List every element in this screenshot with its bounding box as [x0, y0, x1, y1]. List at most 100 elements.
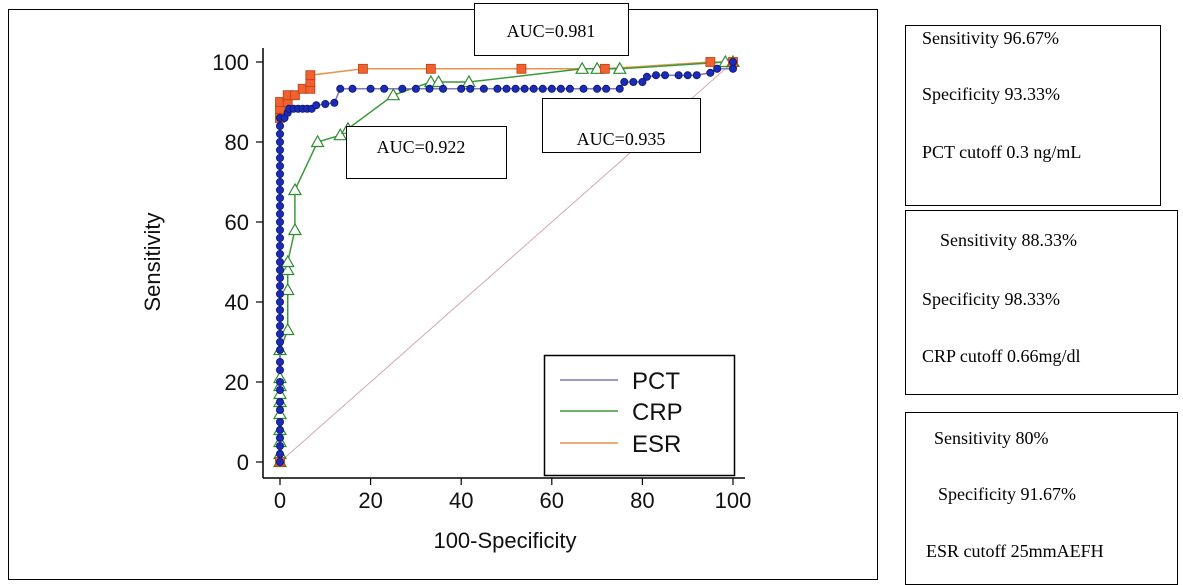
data-point-pct — [651, 71, 660, 80]
data-point-pct — [275, 457, 284, 466]
data-point-pct — [275, 313, 284, 322]
data-point-pct — [275, 129, 284, 138]
data-point-pct — [275, 433, 284, 442]
side-panel-pct: Sensitivity 96.67% Specificity 93.33% PC… — [905, 25, 1161, 206]
data-point-pct — [275, 177, 284, 186]
data-point-esr — [599, 63, 610, 74]
data-point-pct — [425, 84, 434, 93]
data-point-pct — [380, 84, 389, 93]
pct-specificity: Specificity 93.33% — [922, 84, 1060, 104]
data-point-pct — [706, 68, 715, 77]
data-point-pct — [502, 84, 511, 93]
data-point-pct — [493, 84, 502, 93]
x-tick-label: 60 — [540, 488, 564, 513]
data-point-pct — [457, 84, 466, 93]
data-point-pct — [275, 185, 284, 194]
data-point-crp — [575, 61, 590, 74]
data-point-crp — [280, 254, 295, 268]
side-panel-crp: Sensitivity 88.33% Specificity 98.33% CR… — [905, 210, 1178, 395]
legend-label-esr: ESR — [632, 431, 681, 458]
data-point-pct — [275, 225, 284, 234]
auc-box-pct — [474, 3, 629, 56]
y-tick-label: 100 — [212, 50, 249, 75]
data-point-pct — [638, 78, 647, 87]
data-point-pct — [275, 321, 284, 330]
data-point-pct — [556, 84, 565, 93]
data-point-esr — [357, 63, 368, 74]
data-point-pct — [275, 449, 284, 458]
series-markers — [272, 54, 741, 468]
data-point-pct — [674, 71, 683, 80]
data-point-pct — [275, 365, 284, 374]
auc-box-esr — [542, 98, 701, 153]
legend-box — [543, 354, 736, 477]
data-point-pct — [602, 84, 611, 93]
data-point-pct — [336, 84, 345, 93]
data-point-pct — [565, 84, 574, 93]
data-point-esr — [516, 63, 527, 74]
data-point-pct — [411, 84, 420, 93]
y-axis-title: Sensitivity — [140, 212, 165, 311]
data-point-pct — [321, 100, 330, 109]
x-tick-label: 40 — [449, 488, 473, 513]
data-point-pct — [275, 281, 284, 290]
data-point-pct — [466, 84, 475, 93]
side-panel-esr: Sensitivity 80% Specificity 91.67% ESR c… — [905, 412, 1178, 585]
crp-specificity: Specificity 98.33% — [922, 289, 1060, 309]
data-point-esr — [705, 57, 716, 67]
data-point-pct — [642, 72, 651, 81]
auc-annotation-esr: AUC=0.935 — [542, 98, 701, 153]
data-point-pct — [729, 58, 738, 67]
data-point-pct — [275, 161, 284, 170]
esr-specificity: Specificity 91.67% — [938, 484, 1076, 504]
data-point-pct — [275, 357, 284, 366]
data-point-pct — [275, 289, 284, 298]
data-point-pct — [275, 305, 284, 314]
data-point-pct — [275, 405, 284, 414]
esr-cutoff: ESR cutoff 25mmAEFH — [926, 541, 1104, 561]
data-point-pct — [275, 233, 284, 242]
data-point-pct — [275, 337, 284, 346]
data-point-crp — [280, 282, 295, 296]
legend-label-crp: CRP — [632, 399, 683, 426]
data-point-pct — [615, 84, 624, 93]
data-point-pct — [275, 217, 284, 226]
pct-sensitivity: Sensitivity 96.67% — [922, 28, 1059, 48]
data-point-pct — [620, 78, 629, 87]
data-point-pct — [366, 84, 375, 93]
data-point-pct — [275, 425, 284, 434]
auc-label-pct: AUC=0.981 — [507, 21, 596, 41]
data-point-esr — [305, 70, 316, 81]
x-axis-ticks: 0 20 40 60 80 100 — [274, 478, 751, 513]
y-tick-label: 20 — [225, 370, 249, 395]
y-tick-label: 80 — [225, 130, 249, 155]
data-point-pct — [312, 101, 321, 110]
plot-axes — [262, 48, 745, 479]
y-axis-ticks: 0 20 40 60 80 100 — [212, 50, 263, 475]
data-point-pct — [275, 385, 284, 394]
data-point-crp — [280, 322, 295, 336]
data-point-crp — [612, 61, 627, 74]
data-point-pct — [683, 71, 692, 80]
data-point-pct — [275, 417, 284, 426]
data-point-esr — [425, 63, 436, 74]
data-point-pct — [398, 84, 407, 93]
auc-annotation-pct: AUC=0.981 — [474, 3, 629, 56]
data-point-pct — [348, 84, 357, 93]
x-axis-title: 100-Specificity — [433, 528, 576, 553]
data-point-pct — [275, 249, 284, 258]
data-point-pct — [529, 84, 538, 93]
data-point-pct — [275, 241, 284, 250]
data-point-pct — [275, 377, 284, 386]
data-point-pct — [275, 153, 284, 162]
data-point-pct — [275, 193, 284, 202]
data-point-pct — [439, 84, 448, 93]
data-point-pct — [692, 71, 701, 80]
side-panel-esr-box — [905, 412, 1178, 585]
data-point-pct — [479, 84, 488, 93]
data-point-pct — [275, 145, 284, 154]
data-point-pct — [275, 257, 284, 266]
data-point-pct — [275, 397, 284, 406]
data-point-crp — [386, 87, 401, 101]
data-point-pct — [275, 329, 284, 338]
